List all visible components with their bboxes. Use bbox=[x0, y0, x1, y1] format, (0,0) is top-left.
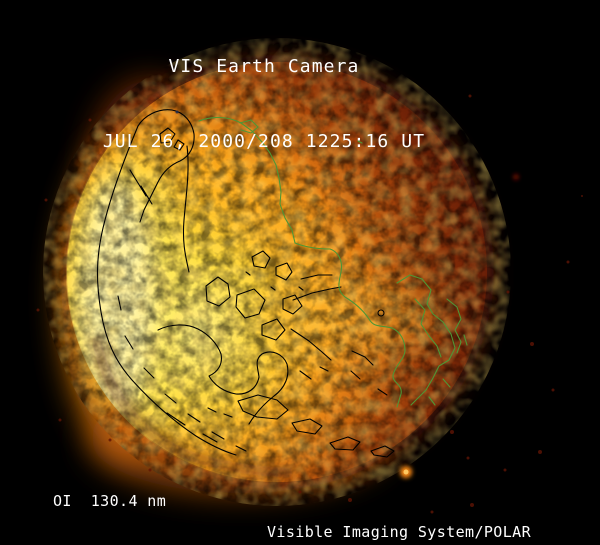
coastline-path bbox=[198, 116, 296, 244]
coastline-path bbox=[294, 242, 406, 408]
wavelength-label: OI 130.4 nm bbox=[53, 492, 167, 510]
coastline-path bbox=[290, 274, 342, 372]
credit-block: Visible Imaging System/POLAR The Univers… bbox=[249, 494, 549, 545]
bright-hotspot bbox=[400, 466, 412, 478]
coastline-path bbox=[357, 140, 468, 406]
coastline-path bbox=[117, 169, 247, 452]
coastline-path bbox=[299, 309, 388, 396]
red-dot-artifact bbox=[513, 174, 519, 180]
coastline-path bbox=[205, 250, 304, 341]
sensor-noise bbox=[43, 38, 511, 506]
coastline-path bbox=[96, 125, 237, 456]
coastline-path bbox=[137, 109, 195, 223]
coastline-path bbox=[157, 324, 289, 425]
coastline-path bbox=[166, 394, 395, 458]
limb-rim-shadow bbox=[90, 336, 293, 479]
rim-shadow-arc bbox=[90, 336, 293, 479]
coastline-path bbox=[182, 145, 190, 273]
coastlines-day bbox=[96, 109, 395, 458]
dark-pixel-artifact bbox=[175, 110, 179, 114]
timestamp-label: JUL 26, 2000/208 1225:16 UT bbox=[102, 131, 426, 152]
credit-line-instrument: Visible Imaging System/POLAR bbox=[266, 523, 532, 541]
coastline-path bbox=[396, 274, 462, 406]
background-speckles bbox=[36, 94, 583, 514]
coastlines-night bbox=[198, 116, 468, 408]
noise-light-layer bbox=[43, 38, 511, 506]
page-title: VIS Earth Camera bbox=[168, 56, 360, 77]
image-header: VIS Earth Camera JUL 26, 2000/208 1225:1… bbox=[0, 4, 528, 204]
